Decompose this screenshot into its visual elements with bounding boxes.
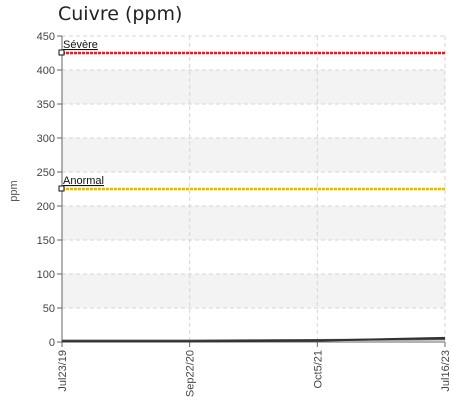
grid-band (62, 206, 445, 240)
y-tick-label: 50 (43, 303, 55, 315)
x-tick-label: Jul16/23 (440, 350, 451, 392)
y-tick-labels: 0 50 100 150 200 250 300 350 400 450 (37, 31, 55, 349)
data-series (62, 336, 446, 343)
x-tick-label: Oct5/21 (312, 350, 324, 389)
series-line (62, 336, 446, 343)
grid-band (62, 274, 445, 308)
threshold-label: Sévère (63, 39, 98, 51)
y-tick-label: 350 (37, 99, 55, 111)
y-tick-label: 100 (37, 269, 55, 281)
y-axis-label: ppm (8, 180, 20, 201)
y-tick-label: 0 (49, 337, 55, 349)
y-tick-label: 150 (37, 235, 55, 247)
y-tick-label: 450 (37, 31, 55, 43)
y-tick-label: 200 (37, 201, 55, 213)
x-tick-labels: Jul23/19 Sep22/20 Oct5/21 Jul16/23 (57, 350, 451, 397)
x-tick-label: Jul23/19 (57, 350, 69, 392)
y-tick-label: 250 (37, 167, 55, 179)
threshold-marker (58, 185, 65, 192)
threshold-marker (58, 49, 65, 56)
grid-band (62, 138, 445, 172)
y-tick-label: 300 (37, 133, 55, 145)
threshold-label: Anormal (63, 175, 104, 187)
y-tick-label: 400 (37, 65, 55, 77)
x-tick-label: Sep22/20 (185, 350, 197, 397)
grid-band (62, 70, 445, 104)
chart-title: Cuivre (ppm) (58, 3, 183, 25)
threshold-lines: Sévère Anormal (58, 39, 445, 192)
plot-bands (62, 70, 445, 308)
